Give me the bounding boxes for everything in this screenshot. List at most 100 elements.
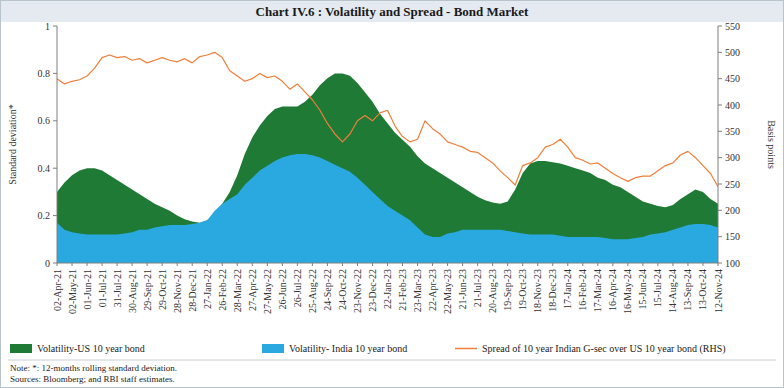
y2-tick-label: 350 — [725, 126, 740, 137]
chart: Chart IV.6 : Volatility and Spread - Bon… — [0, 0, 784, 388]
title: Chart IV.6 : Volatility and Spread - Bon… — [256, 4, 530, 19]
y2-tick — [718, 26, 722, 27]
x-tick-label: 29-Oct-21 — [157, 269, 168, 310]
x-tick — [642, 263, 643, 266]
x-tick-label: 27-Apr-22 — [247, 269, 258, 311]
x-tick-label: 18-Nov-23 — [532, 269, 543, 313]
x-tick — [462, 263, 463, 266]
x-tick-label: 21-Jul-23 — [472, 269, 483, 307]
y-tick — [53, 168, 57, 169]
x-tick — [657, 263, 658, 266]
x-tick-label: 31-Jul-21 — [112, 269, 123, 307]
x-tick — [417, 263, 418, 266]
x-tick — [627, 263, 628, 266]
x-tick-label: 15-Jun-24 — [637, 269, 648, 310]
x-tick — [192, 263, 193, 266]
y2-tick-label: 500 — [725, 47, 740, 58]
x-tick — [357, 263, 358, 266]
separator — [8, 360, 776, 361]
x-tick — [597, 263, 598, 266]
x-tick-label: 12-Nov-24 — [713, 269, 724, 313]
x-tick-label: 25-Aug-22 — [307, 269, 318, 313]
x-tick — [687, 263, 688, 266]
y-axis-title: Standard deviation* — [7, 104, 18, 184]
x-tick — [147, 263, 148, 266]
x-tick — [552, 263, 553, 266]
y-tick-label: 0.6 — [38, 115, 51, 126]
y2-tick — [718, 184, 722, 185]
legend-swatch — [10, 344, 32, 353]
y-tick — [53, 73, 57, 74]
x-tick-label: 24-Oct-22 — [337, 269, 348, 310]
y2-axis — [718, 26, 719, 263]
y2-tick-label: 100 — [725, 258, 740, 269]
legend-label: Volatility-US 10 year bond — [37, 343, 145, 354]
x-tick-label: 21-Feb-23 — [397, 269, 408, 311]
x-tick-label: 14-Aug-24 — [667, 269, 678, 313]
x-tick — [372, 263, 373, 266]
x-tick-label: 01-Jun-21 — [82, 269, 93, 310]
y2-tick-label: 550 — [725, 21, 740, 32]
x-tick — [117, 263, 118, 266]
x-tick-label: 20-Aug-23 — [487, 269, 498, 313]
x-tick — [537, 263, 538, 266]
x-tick-label: 29-Sep-21 — [142, 269, 153, 311]
x-tick — [447, 263, 448, 266]
x-tick-label: 01-Jul-21 — [97, 269, 108, 307]
y2-tick-label: 150 — [725, 231, 740, 242]
x-tick-label: 22-Jan-23 — [382, 269, 393, 309]
x-tick — [402, 263, 403, 266]
x-tick — [522, 263, 523, 266]
x-tick — [282, 263, 283, 266]
y2-tick-label: 300 — [725, 152, 740, 163]
x-tick-label: 19-Sep-23 — [502, 269, 513, 311]
x-tick-label: 17-Mar-24 — [592, 269, 603, 312]
x-tick-label: 21-Jun-23 — [457, 269, 468, 310]
area-0 — [57, 73, 718, 263]
x-tick-label: 02-May-21 — [67, 269, 78, 314]
x-tick — [702, 263, 703, 266]
x-tick — [612, 263, 613, 266]
y-tick-label: 0.8 — [38, 68, 51, 79]
y2-tick — [718, 210, 722, 211]
x-tick — [222, 263, 223, 266]
x-tick — [57, 263, 58, 266]
legend: Volatility-US 10 year bondVolatility- In… — [10, 343, 726, 355]
x-tick-label: 26-Jul-22 — [292, 269, 303, 307]
y2-axis-title: Basis points — [766, 120, 777, 169]
y-tick — [53, 26, 57, 27]
axes: 00.20.40.60.8110015020025030035040045050… — [38, 21, 741, 315]
x-tick-label: 28-Mar-22 — [232, 269, 243, 312]
x-tick — [718, 263, 719, 266]
y2-tick — [718, 131, 722, 132]
y-tick-label: 1 — [45, 21, 50, 32]
y2-tick — [718, 78, 722, 79]
line-2 — [57, 52, 718, 186]
y2-tick — [718, 105, 722, 106]
card — [1, 1, 784, 388]
x-tick — [507, 263, 508, 266]
x-tick — [582, 263, 583, 266]
x-tick-label: 28-Nov-21 — [172, 269, 183, 313]
x-tick-label: 19-Oct-23 — [517, 269, 528, 310]
y-tick-label: 0 — [45, 258, 50, 269]
x-tick — [87, 263, 88, 266]
x-tick — [102, 263, 103, 266]
x-tick — [297, 263, 298, 266]
x-tick — [432, 263, 433, 266]
y-axis — [57, 26, 58, 263]
x-tick — [492, 263, 493, 266]
x-tick — [177, 263, 178, 266]
legend-label: Spread of 10 year Indian G-sec over US 1… — [482, 343, 726, 355]
x-tick-label: 27-May-22 — [262, 269, 273, 314]
y2-tick — [718, 52, 722, 53]
x-tick-label: 23-Dec-22 — [367, 269, 378, 312]
x-tick-label: 17-Jan-24 — [562, 269, 573, 309]
y2-tick-label: 400 — [725, 100, 740, 111]
x-tick — [672, 263, 673, 266]
y2-tick-label: 450 — [725, 73, 740, 84]
y-tick — [53, 120, 57, 121]
x-tick-label: 13-Sep-24 — [682, 269, 693, 311]
plot-area — [57, 52, 718, 263]
y2-tick — [718, 263, 722, 264]
